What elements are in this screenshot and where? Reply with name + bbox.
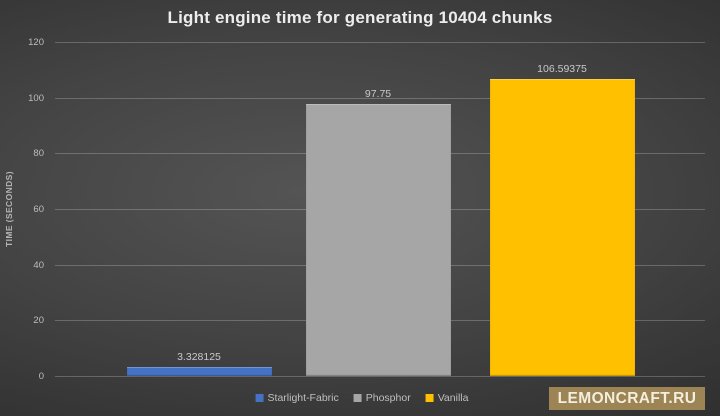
legend-item-starlight-fabric: Starlight-Fabric: [255, 392, 339, 404]
y-tick-label-0: 0: [38, 371, 44, 382]
y-axis-title: TIME (SECONDS): [4, 171, 14, 247]
bar-value-label-vanilla: 106.59375: [537, 63, 587, 76]
y-tick-label-60: 60: [33, 204, 44, 215]
gridline-100: [55, 97, 705, 99]
bar-value-label-starlight-fabric: 3.328125: [177, 350, 221, 363]
y-tick-label-80: 80: [33, 148, 44, 160]
legend-swatch-icon: [353, 394, 362, 402]
legend: Starlight-Fabric Phosphor Vanilla: [0, 390, 720, 406]
legend-swatch-icon: [425, 394, 434, 402]
gridline-120: [55, 42, 705, 43]
y-tick-label-20: 20: [33, 315, 44, 327]
bar-vanilla: [489, 79, 635, 376]
legend-label: Phosphor: [365, 392, 411, 404]
legend-label: Starlight-Fabric: [267, 392, 339, 404]
legend-item-vanilla: Vanilla: [425, 392, 469, 404]
y-tick-label-100: 100: [28, 92, 44, 104]
watermark-badge: LEMONCRAFT.RU: [549, 387, 705, 410]
legend-label: Vanilla: [437, 392, 469, 404]
legend-items: Starlight-Fabric Phosphor Vanilla: [255, 392, 469, 404]
legend-item-phosphor: Phosphor: [353, 392, 411, 404]
bar-phosphor: [305, 103, 451, 376]
legend-swatch-icon: [255, 394, 264, 402]
bar-value-label-phosphor: 97.75: [364, 87, 392, 100]
chart-title: Light engine time for generating 10404 c…: [167, 8, 553, 27]
bar-starlight-fabric: [126, 366, 272, 376]
y-tick-label-40: 40: [33, 259, 44, 271]
y-tick-label-120: 120: [28, 37, 44, 48]
gridline-0: [55, 376, 705, 377]
watermark-label: LEMONCRAFT.RU: [557, 389, 697, 407]
